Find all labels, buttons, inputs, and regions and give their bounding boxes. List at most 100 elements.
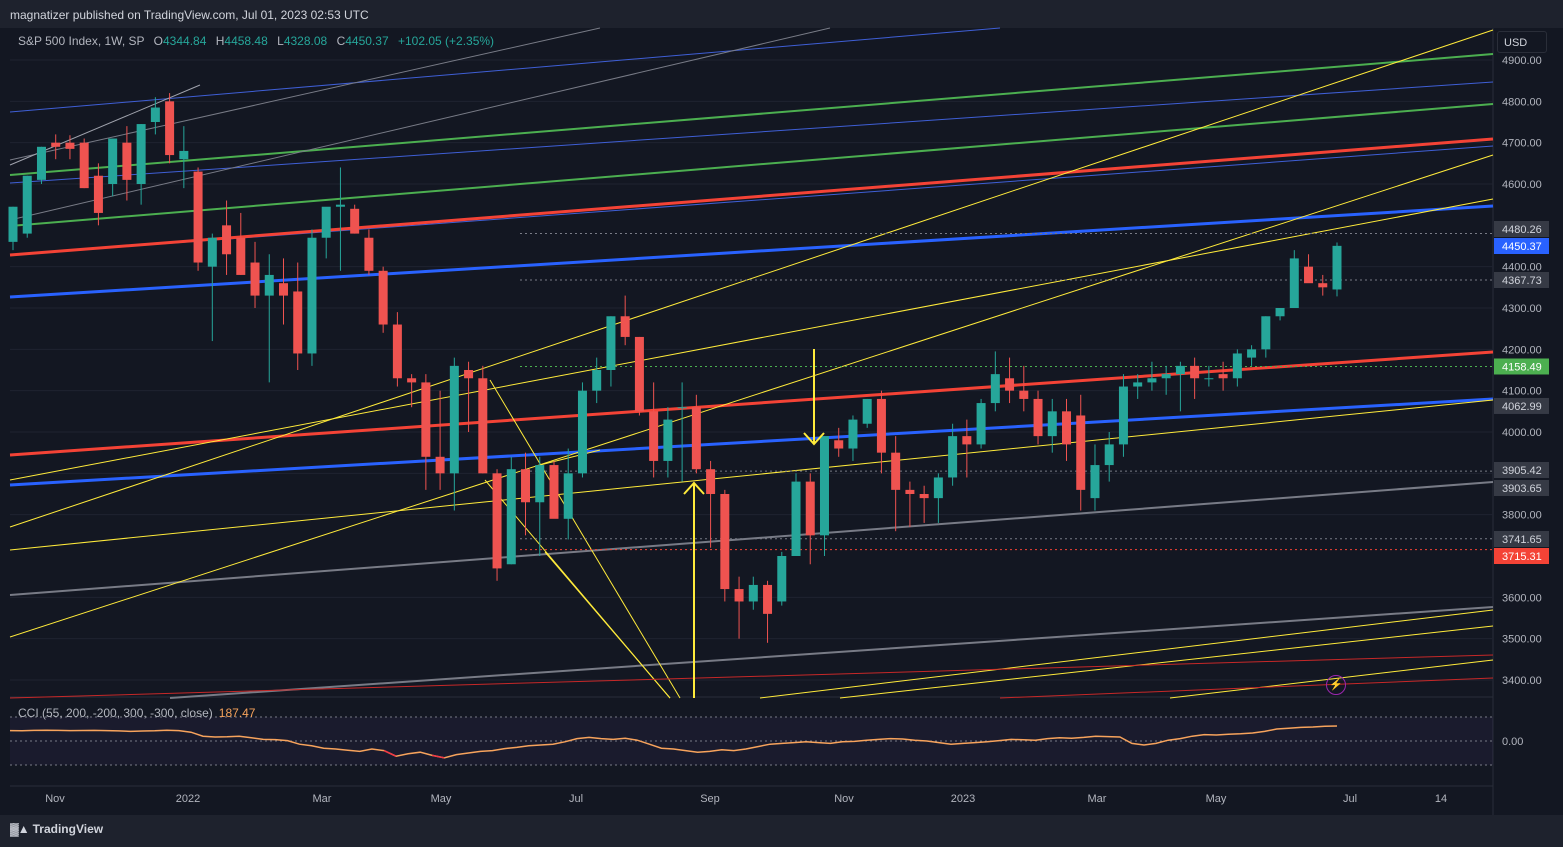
blue-channel-upper [9, 27, 1001, 113]
candle-body [1218, 374, 1228, 379]
time-tick-label: Jul [569, 793, 583, 805]
candle-body [891, 452, 901, 490]
publisher-bar [0, 0, 1563, 28]
price-label-bg [1494, 221, 1549, 237]
candle-body [905, 489, 915, 494]
price-label-bg [1494, 462, 1549, 478]
candle-body [307, 237, 317, 354]
candle-body [1005, 378, 1015, 391]
price-label: 4480.26 [1502, 224, 1542, 236]
time-axis: Nov 2022 Mar May Jul Sep Nov 2023 Mar May Jul 14 [45, 793, 1447, 805]
currency-button[interactable]: USD [1497, 31, 1547, 53]
yellow-line-d [9, 399, 1494, 551]
yellow-fan-c [544, 551, 671, 699]
time-tick-label: 2023 [951, 793, 975, 805]
price-label: 3741.65 [1502, 534, 1542, 546]
time-tick-label: Nov [45, 793, 65, 805]
price-label: 4158.49 [1502, 361, 1542, 373]
candle-body [492, 473, 502, 569]
candle-body [464, 370, 474, 379]
close-value: 4450.37 [345, 34, 389, 48]
candle-body [734, 589, 744, 602]
candle-body [236, 237, 246, 275]
price-tick-label: 4900.00 [1502, 55, 1542, 67]
up-arrow-head [683, 481, 705, 495]
candle-body [51, 142, 61, 147]
lightning-icon[interactable]: ⚡ [1326, 675, 1346, 695]
price-label: 3903.65 [1502, 483, 1542, 495]
low-label: L [277, 34, 284, 48]
price-label-bg [1494, 397, 1549, 414]
candle-body [378, 270, 388, 325]
candle-body [549, 465, 559, 519]
price-tick-label: 3800.00 [1502, 510, 1542, 522]
candle-body [1190, 365, 1200, 379]
price-label-bg [1494, 548, 1549, 564]
candle-body [805, 481, 815, 536]
candle-body [449, 365, 459, 474]
high-label: H [215, 34, 225, 48]
cci-axis-label: 0.00 [1502, 736, 1523, 748]
candle-body [1118, 386, 1128, 445]
price-tick-label: 4400.00 [1502, 262, 1542, 274]
low-value: 4328.08 [283, 34, 328, 48]
time-tick-label: Mar [1088, 793, 1107, 805]
trend-lines [9, 27, 1494, 699]
candle-body [577, 390, 587, 474]
candle-body [948, 436, 958, 478]
blue-line-lower [9, 397, 1494, 487]
candle-body [1062, 411, 1072, 445]
symbol-legend: S&P 500 Index, 1W, SP O4344.84 H4458.48 … [18, 34, 494, 48]
candle-body [1133, 382, 1143, 387]
tradingview-brand[interactable]: ▓▲ TradingView [10, 822, 103, 836]
candle-body [819, 436, 829, 536]
candle-body [1318, 283, 1328, 288]
down-arrow-head [803, 432, 825, 446]
candle-body [834, 440, 844, 449]
candle-body [93, 175, 103, 213]
candle-body [848, 419, 858, 449]
candle-body [677, 407, 687, 409]
candle-body [976, 403, 986, 445]
candle-body [1076, 415, 1086, 490]
cci-oversold-segment [432, 754, 445, 759]
tradingview-logo-icon: ▓▲ [10, 822, 30, 836]
close-label: C [336, 34, 346, 48]
red-line-lower [9, 350, 1494, 457]
cci-pane: 0.00 [9, 716, 1523, 766]
candle-body [535, 465, 545, 503]
yellow-line-e [759, 609, 1494, 699]
price-tick-label: 4800.00 [1502, 96, 1542, 108]
open-value: 4344.84 [163, 34, 207, 48]
candle-body [421, 382, 431, 457]
candle-body [592, 370, 602, 391]
yellow-line-b [9, 154, 1494, 638]
candle-body [1275, 308, 1285, 317]
candle-body [763, 584, 773, 614]
candle-body [1104, 444, 1114, 466]
yellow-short-a [539, 449, 601, 466]
candle-body [706, 469, 716, 494]
candle-body [36, 146, 46, 180]
candle-body [1047, 411, 1057, 437]
candle-body [933, 477, 943, 499]
candle-body [876, 398, 886, 453]
candle-body [350, 208, 360, 234]
price-tick-label: 3600.00 [1502, 592, 1542, 604]
candle-body [22, 175, 32, 234]
candle-body [1161, 374, 1171, 379]
price-labels: 4480.26 4450.37 4367.73 4158.49 4062.99 3905.… [1494, 221, 1549, 564]
price-tick-label: 4600.00 [1502, 179, 1542, 191]
price-label: 4367.73 [1502, 275, 1542, 287]
candle-body [193, 171, 203, 263]
price-tick-label: 3500.00 [1502, 634, 1542, 646]
candle-body [1247, 349, 1257, 358]
price-tick-label: 4100.00 [1502, 386, 1542, 398]
candle-body [1232, 353, 1242, 379]
yellow-line-f [839, 625, 1494, 699]
time-tick-label: 2022 [176, 793, 200, 805]
price-label-bg [1494, 238, 1549, 254]
cci-legend: CCI (55, 200, -200, 300, -300, close) 187… [18, 706, 255, 720]
time-tick-label: 14 [1435, 793, 1447, 805]
